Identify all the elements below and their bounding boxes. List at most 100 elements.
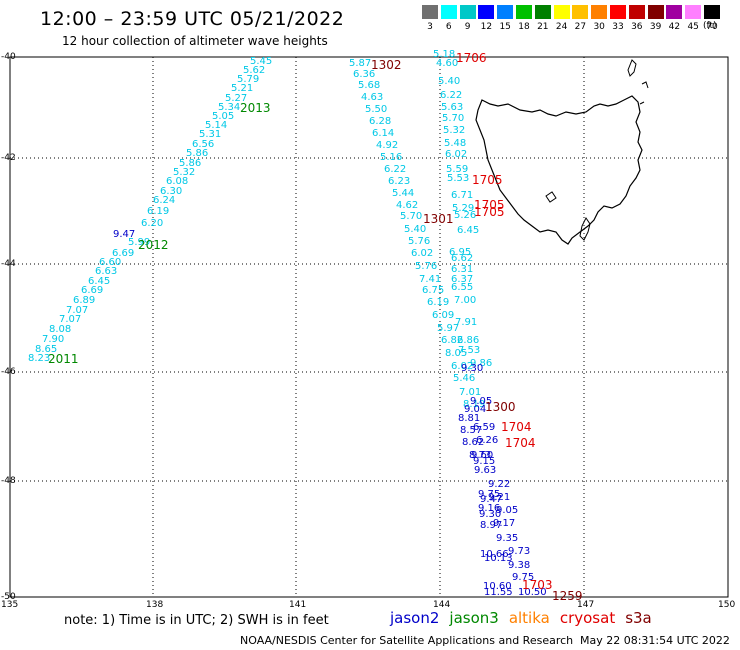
small-islands <box>545 81 649 203</box>
pass-time-label: 1259 <box>552 589 583 603</box>
wave-height-value: 9.16 <box>478 503 500 514</box>
scale-swatch <box>647 5 664 19</box>
scale-swatch <box>704 5 720 19</box>
wave-height-value: 5.50 <box>365 104 387 115</box>
wave-height-value: 7.90 <box>42 334 64 345</box>
wave-height-value: 9.73 <box>508 546 530 557</box>
satellite-name: s3a <box>625 609 652 627</box>
wave-height-value: 6.62 <box>451 253 473 264</box>
wave-height-value: 6.14 <box>372 128 394 139</box>
wave-height-value: 5.05 <box>212 111 234 122</box>
wave-height-value: 5.46 <box>453 373 475 384</box>
wave-height-value: 7.53 <box>458 345 480 356</box>
lon-label: 150 <box>718 600 736 610</box>
scale-swatch <box>440 5 457 19</box>
wave-height-value: 6.60 <box>99 257 121 268</box>
wave-height-value: 9.63 <box>474 465 496 476</box>
wave-height-value: 6.19 <box>147 206 169 217</box>
scale-swatch <box>422 5 438 19</box>
scale-swatch <box>497 5 514 19</box>
wave-height-value: 9.86 <box>470 358 492 369</box>
lon-label: 147 <box>577 600 595 610</box>
wave-height-value: 7.07 <box>59 314 81 325</box>
footnote: note: 1) Time is in UTC; 2) SWH is in fe… <box>64 613 329 628</box>
wave-height-value: 5.70 <box>400 211 422 222</box>
scale-swatch <box>685 5 702 19</box>
wave-height-value: 5.26 <box>454 210 476 221</box>
scale-unit: (ft) <box>703 21 717 31</box>
wave-height-value: 6.28 <box>369 116 391 127</box>
wave-height-value: 6.20 <box>141 218 163 229</box>
wave-height-value: 9.22 <box>488 479 510 490</box>
wave-height-value: 9.30 <box>479 509 501 520</box>
credit-line: NOAA/NESDIS Center for Satellite Applica… <box>240 634 574 647</box>
lat-label: -42 <box>1 153 16 163</box>
scale-swatch <box>610 5 626 19</box>
wave-height-value: 6.59 <box>473 422 495 433</box>
wave-height-value: 5.86 <box>186 148 208 159</box>
lat-label: -48 <box>1 476 16 486</box>
scale-swatch <box>459 5 476 19</box>
wave-height-value: 6.45 <box>88 276 110 287</box>
wave-height-value: 5.86 <box>179 158 201 169</box>
wave-height-value: 8.81 <box>458 413 480 424</box>
lon-label: 135 <box>1 600 19 610</box>
wave-height-value: 7.00 <box>454 295 476 306</box>
pass-time-label: 2012 <box>138 238 169 252</box>
wave-height-value: 10.60 <box>483 581 512 592</box>
wave-height-value: 4.92 <box>376 140 398 151</box>
satellite-name: cryosat <box>559 609 616 627</box>
wave-height-value: 8.97 <box>480 520 502 531</box>
wave-height-value: 7.07 <box>66 305 88 316</box>
wave-height-value: 6.55 <box>451 282 473 293</box>
scale-swatch <box>591 5 608 19</box>
plot-frame <box>9 56 729 598</box>
wave-height-value: 5.53 <box>447 173 469 184</box>
scale-swatch <box>516 5 532 19</box>
wave-height-value: 5.34 <box>218 102 240 113</box>
wave-height-value: 9.75 <box>478 489 500 500</box>
lat-label: -50 <box>1 592 16 602</box>
satellite-name: jason2 <box>390 609 440 627</box>
wave-height-value: 5.99 <box>128 237 150 248</box>
scale-swatch <box>478 5 495 19</box>
wave-height-value: 5.29 <box>452 203 474 214</box>
pass-time-label: 1300 <box>485 400 516 414</box>
pass-time-label: 1302 <box>371 58 402 72</box>
scale-label: 36 <box>631 22 643 32</box>
pass-time-label: 1706 <box>456 51 487 65</box>
lon-label: 144 <box>433 600 451 610</box>
satellite-name: altika <box>508 609 550 627</box>
wave-height-value: 5.62 <box>243 65 265 76</box>
wave-height-value: 9.21 <box>488 492 510 503</box>
satellite-legend: jason2 jason3 altika cryosat s3a <box>390 609 662 627</box>
wave-height-value: 6.09 <box>432 310 454 321</box>
wave-height-value: 6.30 <box>160 186 182 197</box>
wave-height-value: 8.57 <box>460 425 482 436</box>
wave-height-value: 6.95 <box>449 247 471 258</box>
scale-label: 6 <box>445 22 452 32</box>
wave-height-value: 9.47 <box>480 494 502 505</box>
wave-height-value: 6.86 <box>457 335 479 346</box>
bruny-island <box>579 217 591 241</box>
wave-height-value: 6.82 <box>441 335 463 346</box>
wave-height-value: 6.02 <box>445 149 467 160</box>
pass-time-label: 1705 <box>472 173 503 187</box>
scale-label: 30 <box>593 22 605 32</box>
wave-height-value: 5.63 <box>441 102 463 113</box>
wave-height-value: 8.08 <box>49 324 71 335</box>
scale-label: 18 <box>518 22 530 32</box>
wave-height-value: 4.63 <box>361 92 383 103</box>
scale-swatch <box>553 5 570 19</box>
wave-height-value: 9.15 <box>473 456 495 467</box>
scale-label: 15 <box>499 22 511 32</box>
wave-height-value: 6.89 <box>73 295 95 306</box>
wave-height-value: 5.18 <box>433 49 455 60</box>
wave-height-value: 8.73 <box>469 450 491 461</box>
wave-height-value: 5.68 <box>358 80 380 91</box>
pass-time-label: 1705 <box>474 198 505 212</box>
wave-height-value: 8.19 <box>463 399 485 410</box>
pass-time-label: 1704 <box>501 420 532 434</box>
scale-label: 39 <box>649 22 662 32</box>
